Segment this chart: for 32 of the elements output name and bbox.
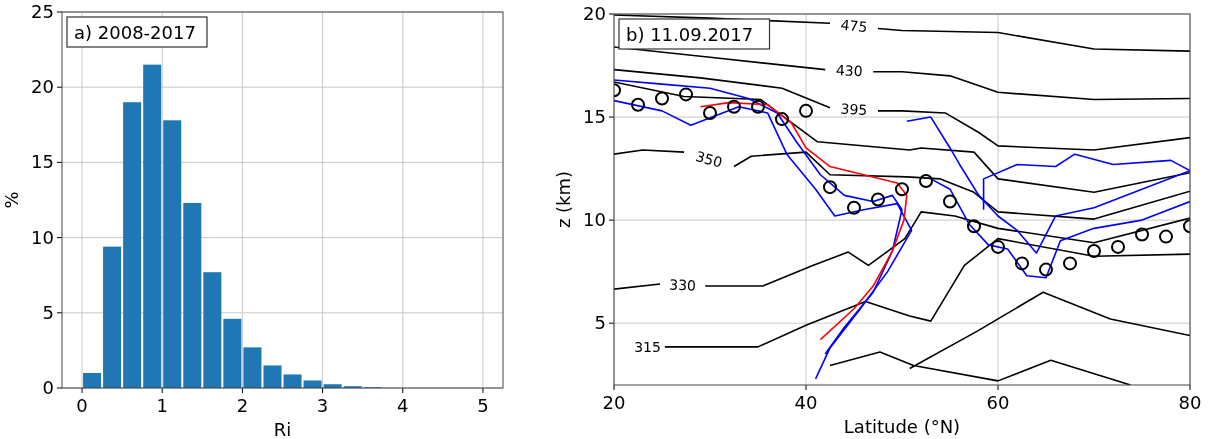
- y-tick-label: 20: [583, 3, 606, 24]
- series-label: 330: [668, 276, 697, 294]
- y-axis-title: %: [1, 191, 22, 209]
- y-tick-label: 15: [583, 106, 606, 128]
- y-tick-label: 10: [31, 226, 54, 248]
- text: b) 11.09.2017: [626, 24, 754, 45]
- y-tick-label: 0: [42, 377, 54, 398]
- x-tick-label: 0: [76, 395, 88, 416]
- y-tick-label: 20: [31, 76, 54, 98]
- x-tick-label: 80: [1178, 392, 1202, 413]
- x-tick-label: 1: [156, 395, 168, 416]
- y-tick-label: 10: [583, 209, 606, 231]
- x-tick-label: 40: [794, 392, 818, 413]
- y-tick-label: 5: [594, 312, 606, 334]
- text: a) 2008-2017: [74, 22, 196, 43]
- text: 350: [693, 147, 725, 171]
- y-tick-label: 15: [31, 151, 54, 173]
- x-axis-title: Ri: [273, 419, 292, 439]
- text: 475: [839, 16, 869, 36]
- x-tick-label: 60: [986, 392, 1010, 413]
- y-tick-label: 5: [42, 301, 54, 323]
- x-tick-label: 2: [236, 395, 249, 416]
- y-axis-title: z (km): [553, 170, 574, 229]
- x-tick-label: 3: [316, 395, 329, 416]
- y-tick-label: 25: [31, 1, 54, 22]
- series-label: 315: [634, 338, 661, 355]
- x-tick-label: 4: [397, 395, 409, 416]
- x-axis-title: Latitude (°N): [843, 416, 961, 437]
- series-label: 395: [840, 100, 868, 119]
- series-label: 430: [835, 62, 863, 80]
- x-tick-label: 5: [477, 395, 489, 416]
- x-tick-label: 20: [602, 392, 626, 413]
